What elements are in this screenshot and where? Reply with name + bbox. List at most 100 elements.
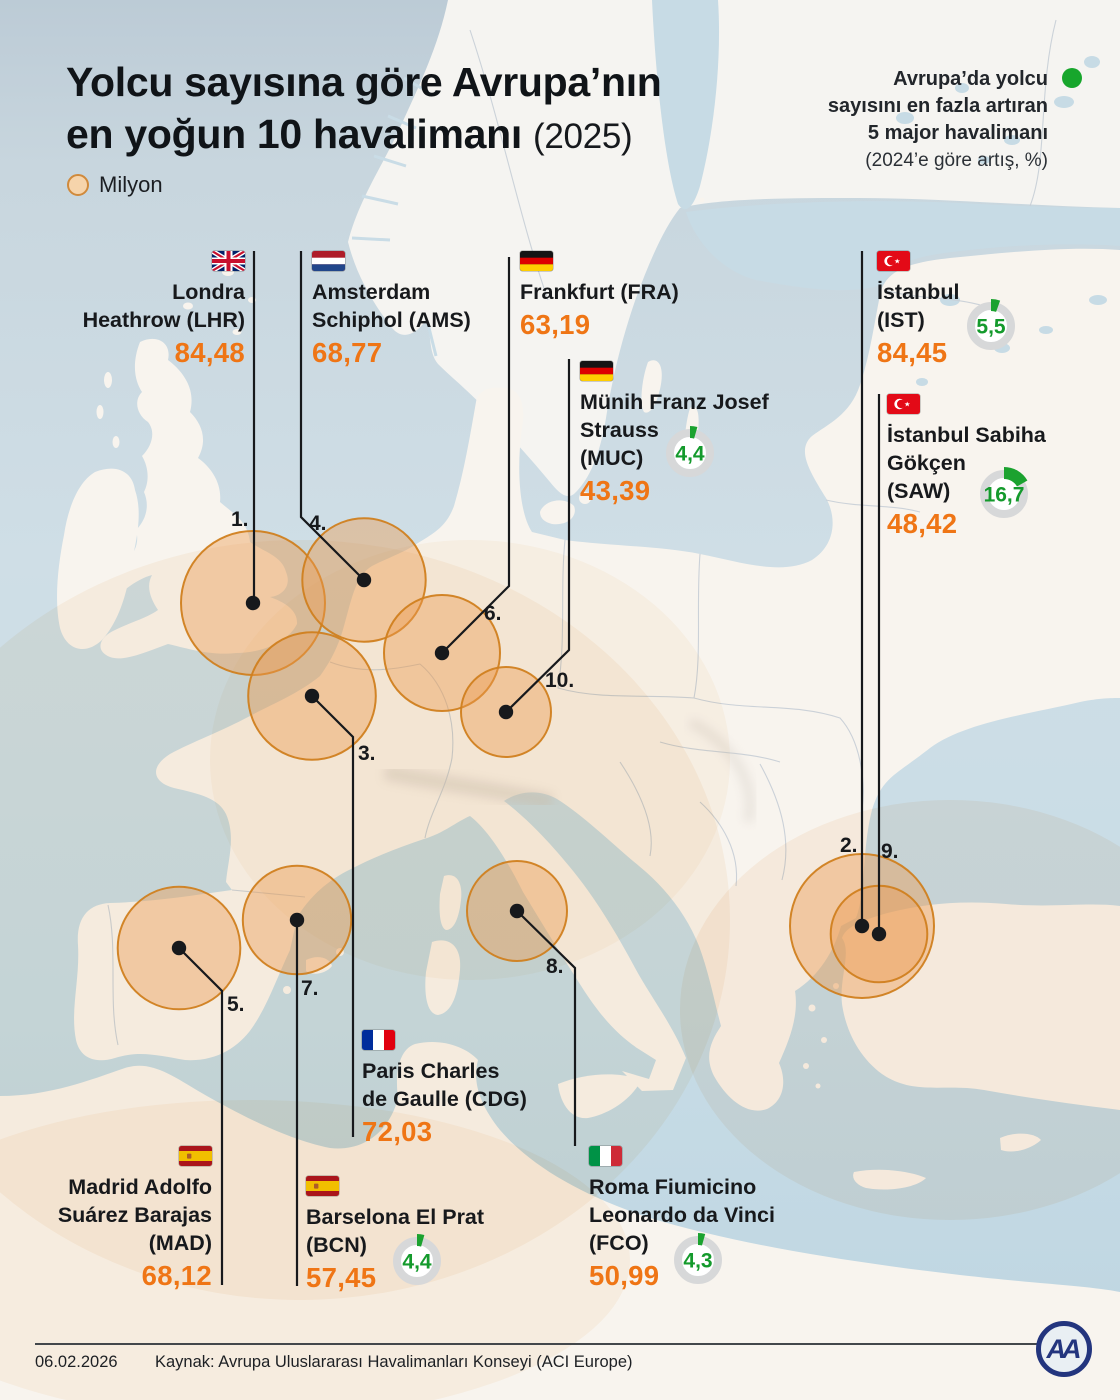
airport-label-MAD: Madrid Adolfo Suárez Barajas (MAD) 68,12 xyxy=(58,1146,212,1291)
airport-name-line: Frankfurt (FRA) xyxy=(520,280,679,304)
bubble-legend: Milyon xyxy=(67,172,163,198)
airport-name-line: Gökçen xyxy=(887,451,966,475)
passenger-value: 68,77 xyxy=(312,337,383,368)
passenger-value: 63,19 xyxy=(520,309,591,340)
de-flag-icon xyxy=(520,251,679,271)
fjords xyxy=(351,76,438,357)
footer-date: 06.02.2026 xyxy=(35,1353,118,1371)
bubble-legend-label: Milyon xyxy=(99,172,163,197)
growth-legend-line: (2024’e göre artış, %) xyxy=(865,150,1048,171)
airport-dot-FRA xyxy=(434,645,450,661)
airport-name-line: Madrid Adolfo xyxy=(68,1175,212,1199)
airport-dot-SAW xyxy=(871,926,887,942)
fr-flag-icon xyxy=(362,1030,527,1050)
airport-name-line: Heathrow (LHR) xyxy=(82,308,245,332)
airport-dot-LHR xyxy=(245,595,261,611)
rank-label-MAD: 5. xyxy=(227,993,245,1016)
airport-label-CDG: Paris Charles de Gaulle (CDG) 72,03 xyxy=(362,1030,527,1147)
airport-name-line: Roma Fiumicino xyxy=(589,1175,757,1199)
rank-label-AMS: 4. xyxy=(309,512,327,535)
footer-source: Kaynak: Avrupa Uluslararası Havalimanlar… xyxy=(155,1353,633,1371)
es-flag-icon xyxy=(58,1146,212,1166)
rank-label-FRA: 6. xyxy=(484,602,502,625)
airport-name-line: (SAW) xyxy=(887,479,951,503)
leader-line-CDG xyxy=(311,695,355,1137)
passenger-value: 43,39 xyxy=(580,475,651,506)
rank-label-IST: 2. xyxy=(840,834,858,857)
dot-layer xyxy=(171,572,887,956)
leader-line-layer xyxy=(178,251,881,1286)
airport-dot-BCN xyxy=(289,912,305,928)
growth-value: 4,3 xyxy=(683,1250,712,1273)
gb-flag-icon xyxy=(83,248,247,274)
green-dot-icon xyxy=(1062,68,1082,88)
airport-label-FCO: Roma Fiumicino Leonardo da Vinci (FCO) 50,9… xyxy=(589,1146,775,1291)
airport-name-line: İstanbul xyxy=(877,280,960,304)
airport-name-line: (MUC) xyxy=(580,446,644,470)
airport-label-FRA: Frankfurt (FRA) 63,19 xyxy=(520,251,679,340)
growth-gauge-SAW: 16,7 xyxy=(970,460,1038,528)
airport-dot-MAD xyxy=(171,940,187,956)
airport-name-line: Strauss xyxy=(580,418,659,442)
airport-name-line: Barselona El Prat xyxy=(306,1205,485,1229)
aa-agency-logo: AA xyxy=(1036,1321,1092,1377)
rank-label-FCO: 8. xyxy=(546,955,564,978)
tr-flag-icon xyxy=(887,394,1046,414)
growth-value: 16,7 xyxy=(984,484,1025,507)
rank-label-BCN: 7. xyxy=(301,977,319,1000)
title-year: (2025) xyxy=(533,117,633,156)
title-line-1: Yolcu sayısına göre Avrupa’nın xyxy=(66,59,662,105)
passenger-value: 50,99 xyxy=(589,1260,660,1291)
leader-line-FRA xyxy=(441,257,511,654)
airport-dot-FCO xyxy=(509,903,525,919)
growth-gauge-MUC: 4,4 xyxy=(656,419,724,487)
growth-legend-line: Avrupa’da yolcu xyxy=(828,66,1082,93)
leader-line-AMS xyxy=(299,251,365,581)
airport-name-line: Leonardo da Vinci xyxy=(589,1203,775,1227)
footer-divider xyxy=(35,1343,1087,1345)
growth-gauge-FCO: 4,3 xyxy=(664,1226,732,1294)
it-flag-icon xyxy=(589,1146,775,1166)
leader-line-FCO xyxy=(516,910,577,1146)
airport-name-line: Londra xyxy=(172,280,245,304)
passenger-value: 84,48 xyxy=(174,337,245,368)
rank-label-MUC: 10. xyxy=(545,669,574,692)
leader-line-MAD xyxy=(178,947,224,1285)
airport-dot-MUC xyxy=(498,704,514,720)
title-line-2: en yoğun 10 havalimanı (2025) xyxy=(66,111,633,157)
growth-legend-line: sayısını en fazla artıran xyxy=(827,95,1048,117)
growth-gauge-IST: 5,5 xyxy=(957,292,1025,360)
bubble-legend-icon xyxy=(67,174,89,196)
page-title: Yolcu sayısına göre Avrupa’nın en yoğun … xyxy=(66,56,662,163)
passenger-value: 72,03 xyxy=(362,1116,433,1147)
airport-name-line: İstanbul Sabiha xyxy=(887,423,1046,447)
nl-flag-icon xyxy=(312,251,471,271)
airport-name-line: Schiphol (AMS) xyxy=(312,308,471,332)
airport-name-line: Amsterdam xyxy=(312,280,431,304)
leader-line-MUC xyxy=(505,359,571,713)
airport-dot-IST xyxy=(854,918,870,934)
growth-legend-line: 5 major havalimanı xyxy=(867,122,1048,144)
airport-dot-AMS xyxy=(356,572,372,588)
airport-name-line: Münih Franz Josef xyxy=(580,390,769,414)
gulfs-and-lakes xyxy=(652,0,1120,386)
airport-name-line: (BCN) xyxy=(306,1233,367,1257)
growth-gauge-BCN: 4,4 xyxy=(383,1227,451,1295)
airport-label-AMS: Amsterdam Schiphol (AMS) 68,77 xyxy=(312,251,471,368)
growth-legend: Avrupa’da yolcu sayısını en fazla artıra… xyxy=(827,66,1082,174)
airport-label-MUC: Münih Franz Josef Strauss (MUC) 43,39 xyxy=(580,361,769,506)
airport-name-line: de Gaulle (CDG) xyxy=(362,1087,527,1111)
airport-name-line: (FCO) xyxy=(589,1231,649,1255)
tr-flag-icon xyxy=(877,251,959,271)
rank-label-LHR: 1. xyxy=(231,508,249,531)
airport-label-LHR: Londra Heathrow (LHR) 84,48 xyxy=(82,248,247,368)
airport-label-BCN: Barselona El Prat (BCN) 57,45 xyxy=(306,1176,484,1293)
passenger-value: 84,45 xyxy=(877,337,948,368)
rank-layer: 1. 4. 6. 10. 2. 9. 3. 5. 7. 8. xyxy=(227,508,899,1016)
airport-name-line: (MAD) xyxy=(148,1231,212,1255)
growth-value: 4,4 xyxy=(402,1251,432,1274)
airport-label-IST: İstanbul (IST) 84,45 xyxy=(877,251,959,368)
es-flag-icon xyxy=(306,1176,484,1196)
growth-value: 5,5 xyxy=(976,316,1006,339)
